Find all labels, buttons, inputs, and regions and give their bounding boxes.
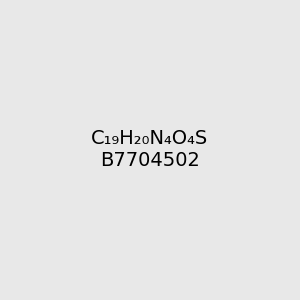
Text: C₁₉H₂₀N₄O₄S
B7704502: C₁₉H₂₀N₄O₄S B7704502 (92, 130, 208, 170)
